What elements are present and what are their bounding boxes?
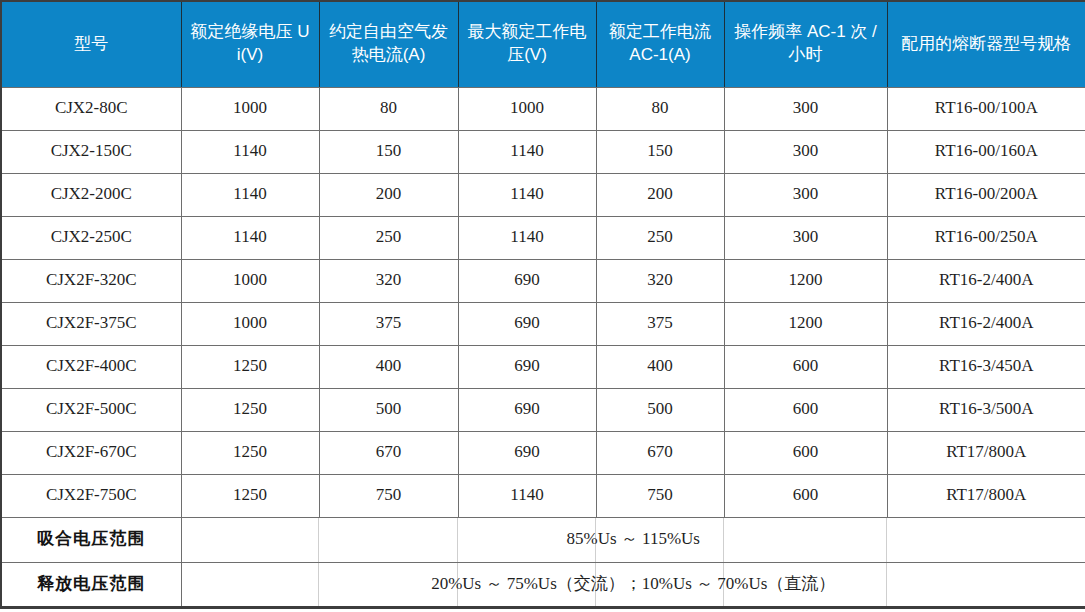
model-cell: CJX2-200C — [1, 173, 181, 216]
value-cell: RT16-00/160A — [887, 130, 1085, 173]
value-cell: 670 — [596, 431, 724, 474]
value-cell: 1000 — [458, 87, 596, 130]
value-cell: 690 — [458, 388, 596, 431]
value-cell: 1000 — [181, 259, 319, 302]
value-cell: 750 — [319, 474, 458, 517]
value-cell: 300 — [724, 87, 887, 130]
value-cell: 375 — [319, 302, 458, 345]
table-row: CJX2-80C100080100080300RT16-00/100A — [1, 87, 1085, 130]
value-cell: RT16-00/100A — [887, 87, 1085, 130]
value-cell: 1140 — [181, 173, 319, 216]
value-cell: 500 — [596, 388, 724, 431]
value-cell: 1140 — [458, 173, 596, 216]
column-header-7: 配用的熔断器型号规格 — [887, 1, 1085, 87]
value-cell: RT16-00/200A — [887, 173, 1085, 216]
table-row: CJX2F-375C10003756903751200RT16-2/400A — [1, 302, 1085, 345]
model-cell: CJX2F-750C — [1, 474, 181, 517]
value-cell: 375 — [596, 302, 724, 345]
value-cell: 250 — [596, 216, 724, 259]
value-cell: RT16-2/400A — [887, 259, 1085, 302]
model-cell: CJX2F-670C — [1, 431, 181, 474]
value-cell: 250 — [319, 216, 458, 259]
value-cell: 1140 — [458, 474, 596, 517]
footer-row: 释放电压范围20%Us ～ 75%Us（交流）；10%Us ～ 70%Us（直流… — [1, 562, 1085, 607]
table-body: CJX2-80C100080100080300RT16-00/100ACJX2-… — [1, 87, 1085, 607]
value-cell: 150 — [319, 130, 458, 173]
model-cell: CJX2F-375C — [1, 302, 181, 345]
value-cell: RT16-00/250A — [887, 216, 1085, 259]
value-cell: 320 — [596, 259, 724, 302]
value-cell: RT16-3/500A — [887, 388, 1085, 431]
value-cell: 200 — [319, 173, 458, 216]
value-cell: 1250 — [181, 345, 319, 388]
value-cell: 690 — [458, 345, 596, 388]
value-cell: 300 — [724, 216, 887, 259]
footer-row-label: 释放电压范围 — [1, 562, 181, 607]
value-cell: 1000 — [181, 87, 319, 130]
value-cell: 1140 — [458, 216, 596, 259]
value-cell: 200 — [596, 173, 724, 216]
value-cell: 690 — [458, 302, 596, 345]
value-cell: 400 — [319, 345, 458, 388]
value-cell: RT16-2/400A — [887, 302, 1085, 345]
model-cell: CJX2F-500C — [1, 388, 181, 431]
value-cell: 1000 — [181, 302, 319, 345]
value-cell: 1250 — [181, 431, 319, 474]
value-cell: 1200 — [724, 259, 887, 302]
value-cell: 1140 — [181, 216, 319, 259]
value-cell: 600 — [724, 431, 887, 474]
column-header-1: 型号 — [1, 1, 181, 87]
value-cell: 150 — [596, 130, 724, 173]
value-cell: 1200 — [724, 302, 887, 345]
model-cell: CJX2F-400C — [1, 345, 181, 388]
value-cell: 1140 — [181, 130, 319, 173]
model-cell: CJX2-250C — [1, 216, 181, 259]
footer-row-label: 吸合电压范围 — [1, 517, 181, 562]
value-cell: 500 — [319, 388, 458, 431]
table-row: CJX2-150C11401501140150300RT16-00/160A — [1, 130, 1085, 173]
footer-row: 吸合电压范围85%Us ～ 115%Us — [1, 517, 1085, 562]
value-cell: 300 — [724, 173, 887, 216]
column-header-6: 操作频率 AC-1 次 / 小时 — [724, 1, 887, 87]
value-cell: RT17/800A — [887, 474, 1085, 517]
model-cell: CJX2-150C — [1, 130, 181, 173]
value-cell: 400 — [596, 345, 724, 388]
table-header: 型号额定绝缘电压 Ui(V)约定自由空气发热电流(A)最大额定工作电压(V)额定… — [1, 1, 1085, 87]
column-header-2: 额定绝缘电压 Ui(V) — [181, 1, 319, 87]
model-cell: CJX2F-320C — [1, 259, 181, 302]
footer-row-value: 85%Us ～ 115%Us — [181, 517, 1085, 562]
value-cell: RT16-3/450A — [887, 345, 1085, 388]
column-header-3: 约定自由空气发热电流(A) — [319, 1, 458, 87]
value-cell: 600 — [724, 474, 887, 517]
value-cell: 1250 — [181, 474, 319, 517]
table-row: CJX2F-670C1250670690670600RT17/800A — [1, 431, 1085, 474]
value-cell: 670 — [319, 431, 458, 474]
table-row: CJX2F-500C1250500690500600RT16-3/500A — [1, 388, 1085, 431]
contactor-spec-table: 型号额定绝缘电压 Ui(V)约定自由空气发热电流(A)最大额定工作电压(V)额定… — [0, 0, 1085, 609]
table-row: CJX2-250C11402501140250300RT16-00/250A — [1, 216, 1085, 259]
value-cell: 600 — [724, 345, 887, 388]
value-cell: 750 — [596, 474, 724, 517]
model-cell: CJX2-80C — [1, 87, 181, 130]
table-row: CJX2F-400C1250400690400600RT16-3/450A — [1, 345, 1085, 388]
value-cell: 1140 — [458, 130, 596, 173]
column-header-5: 额定工作电流 AC-1(A) — [596, 1, 724, 87]
footer-row-value: 20%Us ～ 75%Us（交流）；10%Us ～ 70%Us（直流） — [181, 562, 1085, 607]
value-cell: 690 — [458, 431, 596, 474]
table-row: CJX2F-750C12507501140750600RT17/800A — [1, 474, 1085, 517]
table-row: CJX2F-320C10003206903201200RT16-2/400A — [1, 259, 1085, 302]
value-cell: 300 — [724, 130, 887, 173]
value-cell: RT17/800A — [887, 431, 1085, 474]
value-cell: 600 — [724, 388, 887, 431]
column-header-4: 最大额定工作电压(V) — [458, 1, 596, 87]
value-cell: 80 — [596, 87, 724, 130]
value-cell: 690 — [458, 259, 596, 302]
header-row: 型号额定绝缘电压 Ui(V)约定自由空气发热电流(A)最大额定工作电压(V)额定… — [1, 1, 1085, 87]
value-cell: 80 — [319, 87, 458, 130]
contactor-spec-table-container: 型号额定绝缘电压 Ui(V)约定自由空气发热电流(A)最大额定工作电压(V)额定… — [0, 0, 1085, 612]
table-row: CJX2-200C11402001140200300RT16-00/200A — [1, 173, 1085, 216]
value-cell: 320 — [319, 259, 458, 302]
value-cell: 1250 — [181, 388, 319, 431]
